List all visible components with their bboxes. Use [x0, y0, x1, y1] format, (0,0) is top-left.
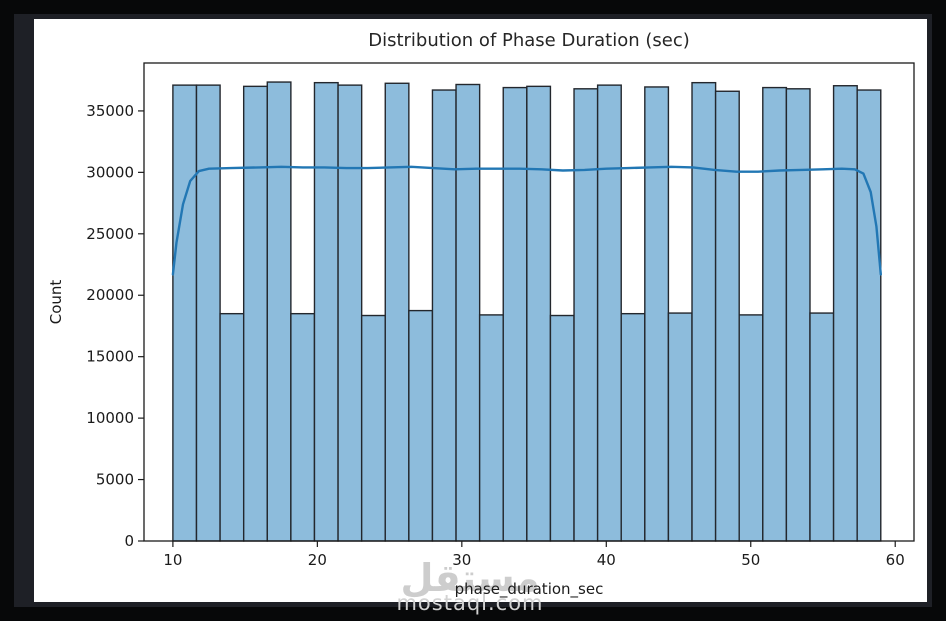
- histogram-bar: [455, 83, 481, 542]
- histogram-bar: [431, 89, 457, 542]
- y-tick-label: 30000: [86, 163, 134, 181]
- histogram-bar: [691, 81, 717, 542]
- histogram-bar: [714, 90, 740, 542]
- y-tick-label: 10000: [86, 409, 134, 427]
- y-axis-label: Count: [47, 279, 65, 325]
- x-axis-label: phase_duration_sec: [454, 580, 604, 598]
- histogram-bar: [337, 84, 363, 542]
- x-tick-label: 50: [741, 551, 760, 569]
- watermark-logo-text: مستقل: [400, 556, 540, 600]
- plot-border: [143, 62, 915, 542]
- histogram-bar: [219, 312, 245, 542]
- histogram-bar: [526, 85, 552, 542]
- chart-title: Distribution of Phase Duration (sec): [368, 30, 690, 51]
- histogram-bar: [242, 85, 268, 542]
- histogram-plot: 10 20 30 40 50 60 0 5000 10000 15000 20000 25000 300…: [86, 62, 915, 569]
- histogram-bar: [832, 85, 858, 542]
- histogram-bar: [408, 309, 434, 542]
- x-tick-label: 40: [597, 551, 616, 569]
- histogram-bar: [573, 88, 599, 542]
- y-tick-label: 35000: [86, 102, 134, 120]
- histogram-bar: [596, 84, 622, 542]
- histogram-bar: [738, 314, 764, 542]
- y-tick-label: 0: [124, 532, 134, 550]
- x-tick-label: 30: [452, 551, 471, 569]
- histogram-bar: [266, 81, 292, 542]
- histogram-bar: [172, 84, 198, 542]
- x-tick-label: 20: [308, 551, 327, 569]
- histogram-bar: [195, 84, 221, 542]
- histogram-bar: [667, 312, 693, 542]
- histogram-bar: [384, 82, 410, 542]
- histogram-bar: [809, 312, 835, 542]
- histogram-bar: [360, 314, 386, 542]
- y-tick-label: 25000: [86, 225, 134, 243]
- histogram-bar: [785, 88, 811, 542]
- histogram-bar: [856, 89, 882, 542]
- x-tick-label: 10: [163, 551, 182, 569]
- histogram-bar: [549, 314, 575, 542]
- x-tick-label: 60: [886, 551, 905, 569]
- kde-curve: [171, 165, 882, 276]
- histogram-bar: [502, 86, 528, 542]
- histogram-bar: [620, 312, 646, 542]
- histogram-bar: [313, 81, 339, 542]
- watermark: مستقل mostaql.com: [396, 559, 543, 614]
- y-tick-label: 20000: [86, 286, 134, 304]
- histogram-bar: [478, 314, 504, 542]
- figure: مستقل mostaql.com 10 20 30 40 50 60 0 5000 10000…: [34, 19, 927, 614]
- y-tick-label: 15000: [86, 348, 134, 366]
- watermark-domain-text: mostaql.com: [396, 591, 544, 615]
- histogram-bar: [290, 312, 316, 542]
- histogram-bar: [762, 86, 788, 542]
- y-tick-label: 5000: [96, 471, 134, 489]
- histogram-bar: [644, 86, 670, 542]
